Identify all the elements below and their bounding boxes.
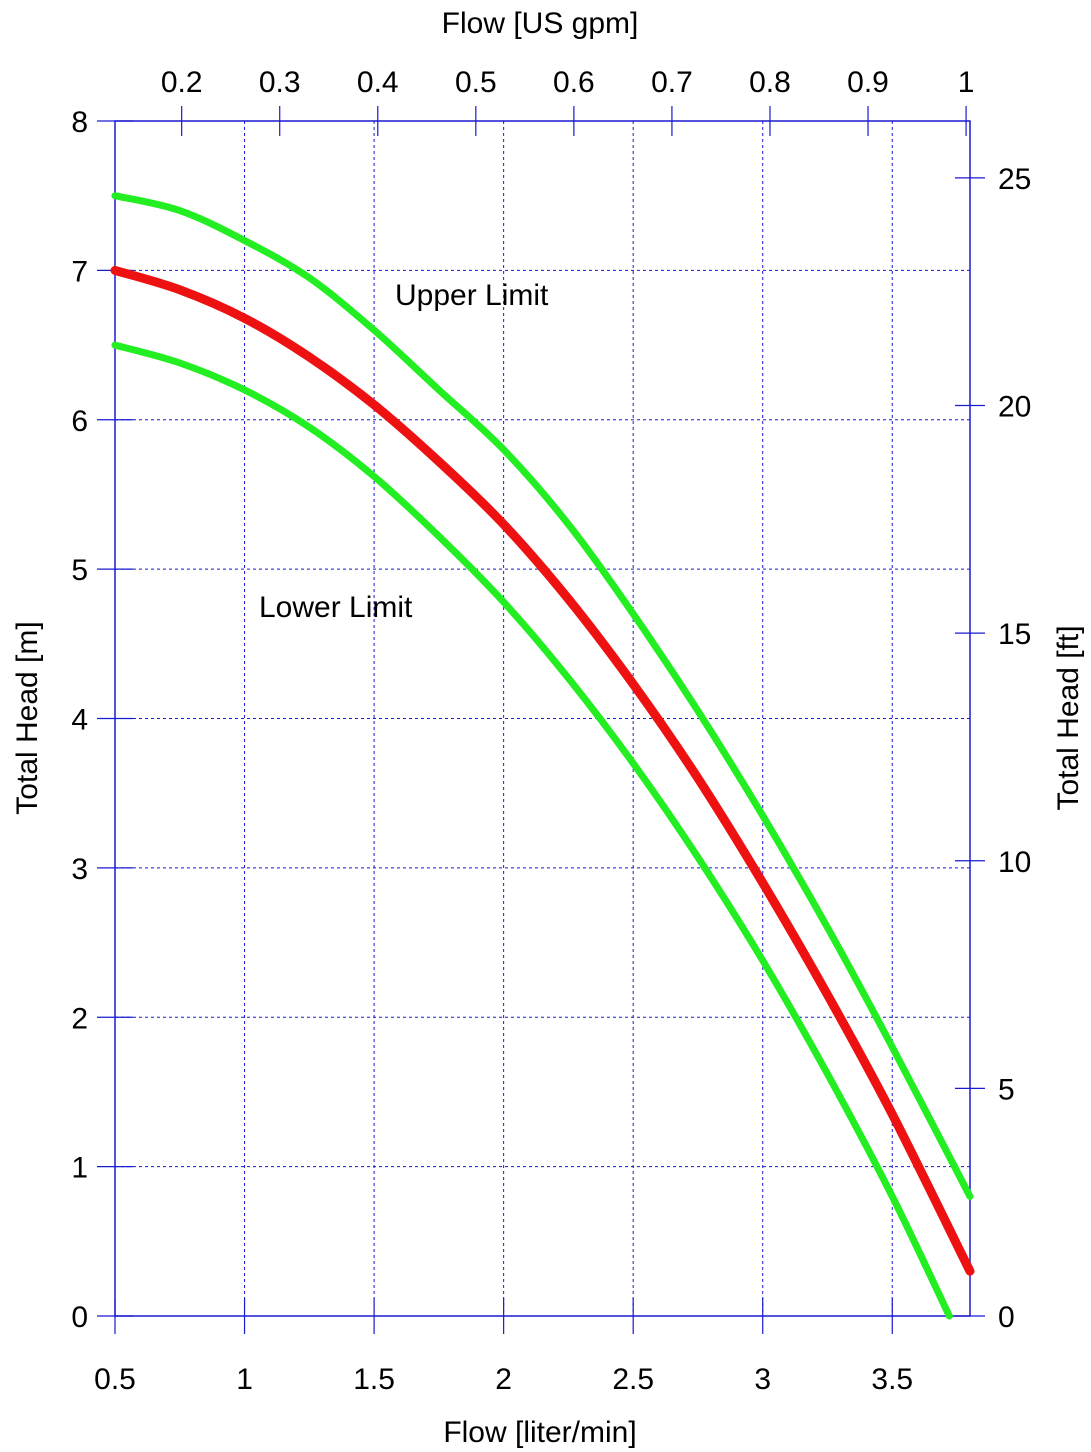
x-top-tick-label: 0.3 [259,66,301,99]
y-right-tick-label: 5 [998,1073,1015,1106]
tick-labels: 0.5 1 1.5 2 2.5 3 3.5 0 1 2 3 4 5 6 7 8 0.2 0.3 0.4 0.5 0.6 0… [71,66,1031,1396]
upper-limit-curve [111,192,974,1200]
lower-limit-annotation: Lower Limit [259,591,413,624]
y-left-tick-label: 0 [71,1301,88,1334]
y-left-tick-label: 7 [71,255,88,288]
y-left-axis-label: Total Head [m] [11,621,44,814]
x-top-tick-label: 0.8 [749,66,791,99]
x-top-tick-label: 0.4 [357,66,399,99]
y-right-tick-label: 10 [998,846,1031,879]
y-left-tick-label: 1 [71,1152,88,1185]
x-bottom-tick-label: 0.5 [94,1363,136,1396]
x-top-tick-label: 0.9 [847,66,889,99]
nominal-curve [110,265,975,1276]
y-left-tick-label: 3 [71,853,88,886]
x-top-tick-label: 0.7 [651,66,693,99]
y-right-tick-label: 0 [998,1301,1015,1334]
y-left-tick-label: 8 [71,106,88,139]
x-bottom-tick-label: 2.5 [612,1363,654,1396]
upper-limit-annotation: Upper Limit [395,279,549,312]
x-bottom-tick-label: 3 [754,1363,771,1396]
x-bottom-tick-label: 1.5 [353,1363,395,1396]
x-bottom-tick-label: 2 [495,1363,512,1396]
y-right-tick-label: 20 [998,391,1031,424]
y-right-axis-label: Total Head [ft] [1052,625,1085,810]
x-top-tick-label: 1 [958,66,975,99]
x-top-tick-label: 0.5 [455,66,497,99]
y-left-tick-label: 2 [71,1002,88,1035]
x-bottom-axis-label: Flow [liter/min] [443,1416,636,1449]
y-left-tick-label: 4 [71,704,88,737]
y-right-tick-label: 15 [998,618,1031,651]
x-top-tick-label: 0.6 [553,66,595,99]
x-top-tick-label: 0.2 [161,66,203,99]
x-bottom-tick-label: 1 [236,1363,253,1396]
x-bottom-tick-label: 3.5 [871,1363,913,1396]
y-left-tick-label: 5 [71,554,88,587]
y-right-tick-label: 25 [998,163,1031,196]
y-left-tick-label: 6 [71,405,88,438]
lower-limit-curve [111,341,953,1320]
series-lines [110,192,975,1320]
x-top-axis-label: Flow [US gpm] [442,7,639,40]
tick-marks [97,106,985,1334]
